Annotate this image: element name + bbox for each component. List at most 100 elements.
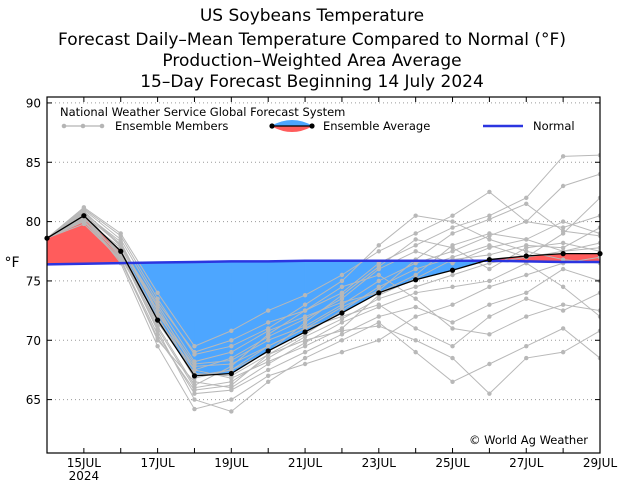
ensemble-member-point	[81, 206, 87, 211]
x-tick-sublabel: 2024	[69, 469, 100, 483]
ensemble-member-point	[450, 231, 455, 236]
ensemble-member-point	[266, 379, 271, 384]
ensemble-member-point	[560, 257, 566, 262]
y-tick-label: 65	[26, 393, 41, 407]
ensemble-member-point	[339, 284, 345, 290]
anomaly-fill-segment	[341, 260, 380, 314]
ensemble-member-point	[229, 328, 234, 333]
ensemble-member-point	[302, 349, 308, 355]
ensemble-member-point	[266, 308, 271, 313]
ensemble-member-point	[192, 352, 197, 357]
ensemble-member-point	[229, 367, 234, 373]
ensemble-member-point	[302, 320, 308, 325]
ensemble-member-point	[450, 249, 455, 254]
ensemble-member-point	[487, 314, 492, 319]
ensemble-member-point	[155, 344, 160, 349]
ensemble-average-point	[118, 248, 124, 254]
ensemble-member-point	[560, 349, 566, 355]
ensemble-member-point	[155, 296, 160, 301]
chart-subtitle-2: Production–Weighted Area Average	[162, 51, 461, 71]
x-tick-label: 21JUL	[288, 456, 323, 470]
ensemble-member-point	[413, 349, 418, 355]
ensemble-member-point	[450, 225, 455, 230]
ensemble-member-point	[229, 383, 234, 388]
ensemble-member-point	[339, 272, 345, 278]
chart-subtitle-1: Forecast Daily–Mean Temperature Compared…	[58, 30, 566, 50]
ensemble-member-point	[266, 320, 271, 325]
y-tick-label: 90	[26, 96, 41, 110]
ensemble-member-point	[266, 332, 271, 337]
ensemble-member-point	[524, 195, 529, 201]
ensemble-member-point	[413, 237, 418, 242]
ensemble-member-point	[413, 249, 418, 254]
ensemble-member-point	[524, 245, 529, 250]
legend-title: National Weather Service Global Forecast…	[60, 105, 345, 119]
ensemble-average-point	[81, 213, 87, 219]
ensemble-member-point	[266, 373, 271, 379]
ensemble-member-point	[560, 183, 566, 189]
ensemble-average-series	[44, 213, 603, 379]
ensemble-average-point	[376, 290, 382, 296]
axes: 65 70 75 80 85 90 15JUL 17JUL 19JUL 21JUL 23JUL 25J…	[26, 96, 617, 483]
ensemble-member-point	[487, 266, 492, 272]
ensemble-member-point	[450, 284, 455, 290]
ensemble-member-point	[450, 260, 455, 266]
ensemble-member-point	[487, 189, 492, 195]
ensemble-member-point	[560, 284, 566, 290]
ensemble-member-point	[487, 361, 492, 367]
ensemble-member-point	[229, 364, 234, 369]
ensemble-average-point	[339, 310, 345, 316]
x-tick-label: 23JUL	[362, 456, 397, 470]
ensemble-member-point	[524, 272, 529, 278]
ensemble-member-point	[413, 231, 418, 236]
legend-members-label: Ensemble Members	[115, 119, 228, 133]
ensemble-member-point	[229, 379, 234, 384]
copyright-annotation: © World Ag Weather	[469, 433, 588, 447]
ensemble-member-point	[560, 228, 566, 234]
ensemble-member-point	[487, 252, 492, 258]
ensemble-member-point	[413, 314, 418, 319]
ensemble-member-point	[560, 154, 566, 159]
ensemble-average-point	[449, 267, 456, 273]
ensemble-member-point	[155, 302, 160, 307]
ensemble-member-point	[302, 314, 308, 319]
ensemble-member-point	[192, 391, 197, 396]
anomaly-fill-segment	[231, 261, 269, 375]
ensemble-member-point	[266, 338, 271, 343]
ensemble-member-point	[450, 302, 455, 307]
ensemble-average-point	[486, 256, 492, 263]
y-tick-label: 80	[26, 215, 41, 229]
x-tick-label: 19JUL	[214, 456, 249, 470]
ensemble-member-point	[524, 249, 529, 254]
ensemble-member-point	[560, 245, 566, 250]
ensemble-member-point	[266, 344, 271, 349]
ensemble-member-point	[524, 219, 529, 224]
ensemble-member-point	[450, 272, 455, 278]
ensemble-member-point	[450, 320, 455, 325]
ensemble-member-point	[192, 383, 197, 388]
ensemble-member-point	[302, 361, 308, 367]
ensemble-member-point	[192, 359, 197, 364]
ensemble-member-point	[450, 355, 455, 361]
ensemble-average-point	[523, 253, 529, 259]
ensemble-member-point	[487, 217, 492, 222]
ensemble-member-point	[487, 260, 492, 266]
ensemble-member-point	[339, 300, 345, 305]
ensemble-average-point	[413, 277, 419, 283]
ensemble-member-point	[450, 379, 455, 384]
ensemble-member-point	[339, 278, 345, 284]
ensemble-member-point	[339, 328, 345, 333]
ensemble-member-point	[376, 314, 381, 319]
anomaly-fill-segment	[194, 261, 232, 377]
ensemble-member-point	[118, 241, 123, 247]
ensemble-member-point	[413, 213, 418, 218]
plot-frame	[46, 96, 601, 454]
ensemble-member-point	[560, 240, 566, 246]
y-tick-label: 75	[26, 274, 41, 288]
normal-line	[46, 259, 600, 266]
ensemble-member-point	[487, 278, 492, 284]
ensemble-member-point	[192, 344, 197, 349]
ensemble-member-point	[192, 406, 197, 412]
ensemble-member-point	[450, 219, 455, 224]
